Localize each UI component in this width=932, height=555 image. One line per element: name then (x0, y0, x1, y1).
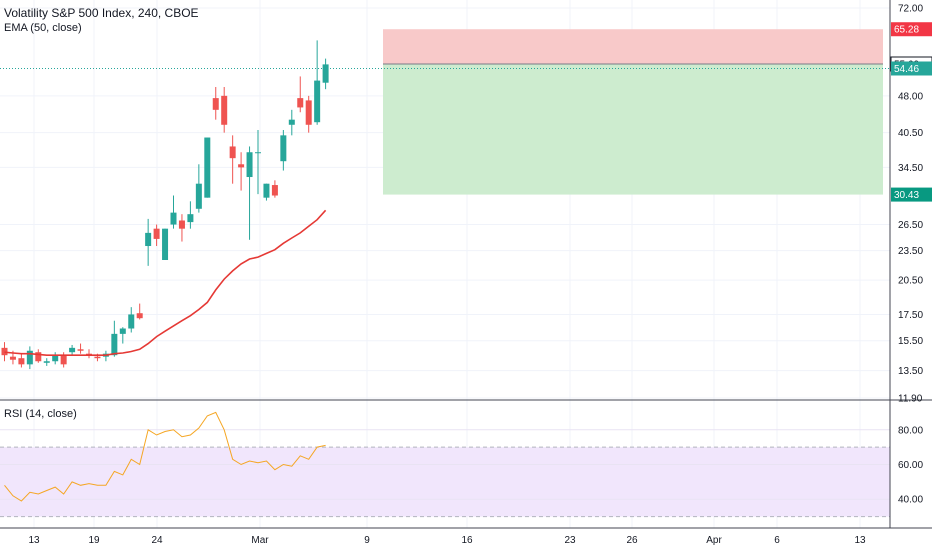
candle-body (263, 183, 270, 198)
y-tick-label: 54.46 (894, 64, 919, 75)
y-tick-label: 34.50 (898, 163, 923, 174)
rsi-tick-label: 40.00 (898, 495, 923, 506)
y-tick-label: 72.00 (898, 4, 923, 15)
y-tick-label: 20.50 (898, 276, 923, 287)
candle-body (297, 98, 304, 108)
x-tick-label: 9 (364, 535, 370, 546)
x-tick-label: Apr (706, 535, 722, 546)
rsi-pane (0, 411, 890, 518)
candle-body (221, 95, 228, 125)
rsi-legend: RSI (14, close) (4, 408, 77, 420)
candle-body (255, 152, 261, 154)
x-tick-label: 26 (626, 535, 638, 546)
y-tick-label: 48.00 (898, 91, 923, 102)
candle-body (60, 355, 67, 365)
candle-body (111, 333, 118, 356)
candle-body (162, 228, 169, 260)
x-tick-label: 23 (564, 535, 576, 546)
tick-labels: 131924Mar9162326Apr61372.0065.2855.6054.… (28, 4, 932, 546)
y-tick-label: 40.50 (898, 128, 923, 139)
axes (0, 0, 932, 529)
candle-body (305, 100, 312, 125)
candle-body (1, 347, 8, 356)
price-tag-bg (891, 61, 932, 76)
x-tick-label: 19 (88, 535, 100, 546)
y-tick-label: 65.28 (894, 25, 919, 36)
candle-body (18, 358, 25, 365)
candle-body (94, 356, 101, 359)
candle-body (136, 313, 143, 319)
candle-body (153, 228, 160, 239)
candle-body (229, 146, 236, 159)
candle-body (322, 64, 329, 83)
candle-body (212, 98, 219, 110)
candle-body (246, 152, 253, 178)
candle-body (271, 185, 278, 196)
candle-body (170, 212, 177, 225)
candle-body (35, 352, 42, 362)
candle-body (178, 220, 185, 229)
candle-body (69, 347, 76, 353)
x-tick-label: 13 (854, 535, 866, 546)
candle-body (145, 232, 152, 247)
chart-title: Volatility S&P 500 Index, 240, CBOE (4, 6, 199, 20)
y-tick-label: 13.50 (898, 366, 923, 377)
candle-body (195, 183, 202, 209)
rsi-line (4, 411, 326, 502)
candle-body (280, 135, 287, 162)
candle-body (288, 119, 295, 125)
ema-line-group (4, 209, 327, 357)
candle-body (9, 356, 16, 360)
candle-body (187, 214, 194, 223)
y-tick-label: 17.50 (898, 310, 923, 321)
candle-body (238, 164, 245, 168)
position-zones[interactable] (383, 29, 883, 195)
x-tick-label: Mar (251, 535, 269, 546)
candle-body (43, 361, 50, 363)
price-tag-bg (891, 22, 932, 37)
x-tick-label: 13 (28, 535, 40, 546)
candle-body (128, 314, 135, 329)
x-tick-label: 24 (151, 535, 163, 546)
price-tag-bg (891, 187, 932, 202)
rsi-tick-label: 80.00 (898, 425, 923, 436)
y-tick-label: 11.90 (898, 394, 923, 405)
x-tick-label: 16 (461, 535, 473, 546)
candles (0, 40, 890, 370)
ema-line (4, 209, 327, 357)
candle-body (26, 350, 33, 365)
candle-body (314, 80, 321, 123)
candle-body (77, 349, 84, 351)
candle-body (52, 355, 59, 362)
x-tick-label: 6 (774, 535, 780, 546)
y-tick-label: 30.43 (894, 190, 919, 201)
rsi-tick-label: 60.00 (898, 460, 923, 471)
y-tick-label: 26.50 (898, 220, 923, 231)
rsi-band (0, 447, 890, 517)
y-tick-label: 15.50 (898, 336, 923, 347)
ema-legend: EMA (50, close) (4, 22, 82, 34)
y-tick-label: 23.50 (898, 246, 923, 257)
candle-body (204, 137, 211, 198)
stop-zone (383, 29, 883, 65)
target-zone (383, 64, 883, 195)
candle-body (119, 328, 126, 334)
